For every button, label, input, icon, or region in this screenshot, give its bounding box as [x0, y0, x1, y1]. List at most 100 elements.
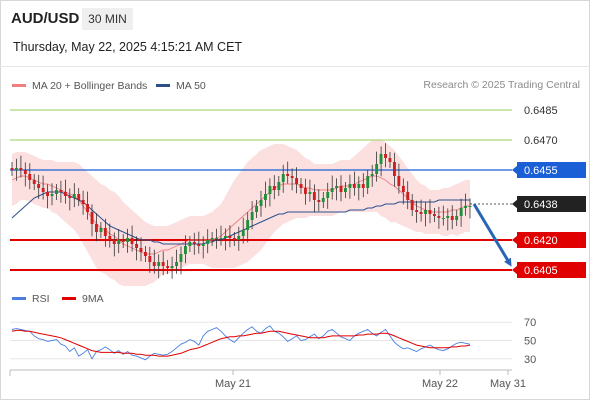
candle-body — [268, 186, 272, 194]
candle-body — [366, 176, 370, 188]
candle-body — [281, 174, 285, 182]
support-price-label: 0.6405 — [524, 265, 558, 277]
candle-body — [326, 192, 330, 198]
candle-body — [152, 262, 156, 266]
candle-body — [299, 184, 303, 188]
candle-body — [166, 266, 170, 268]
price-labels-layer: 0.6485 0.6470 0.6455 0.6438 0.6420 0.6405 — [512, 105, 586, 278]
candle-body — [201, 244, 205, 246]
rsi-tick-label: 70 — [524, 317, 536, 329]
candle-body — [401, 186, 405, 192]
candle-body — [210, 238, 214, 240]
candle-body — [352, 184, 356, 188]
candle-body — [95, 224, 98, 232]
candle-body — [86, 204, 89, 212]
candle-body — [286, 174, 290, 176]
rsi-line — [11, 325, 471, 361]
candle-body — [424, 210, 427, 214]
candle-body — [99, 228, 103, 232]
rsi-tick-label: 50 — [524, 336, 536, 348]
legend-rsi: RSI — [12, 292, 50, 306]
ma20-label: MA 20 + Bollinger Bands — [32, 80, 148, 92]
candle-body — [259, 200, 263, 206]
legend-9ma: 9MA — [62, 292, 104, 306]
candle-body — [339, 186, 343, 192]
candle-body — [37, 184, 41, 188]
rsi-swatch — [12, 296, 26, 300]
rsi-tick-label: 30 — [524, 354, 536, 366]
candle-body — [450, 216, 454, 220]
candle-body — [375, 164, 379, 174]
candle-body — [321, 198, 325, 202]
time-axis-label: May 31 — [490, 378, 526, 390]
bollinger-band-layer — [12, 140, 470, 286]
pivot-price-label: 0.6455 — [524, 165, 558, 177]
candle-body — [393, 162, 396, 176]
candle-body — [55, 190, 58, 194]
candle-body — [437, 216, 441, 218]
candle-body — [121, 240, 125, 242]
candle-body — [330, 188, 334, 192]
candle-body — [419, 212, 423, 214]
candle-body — [188, 242, 192, 246]
candle-body — [446, 216, 450, 218]
ma9-legend-label: 9MA — [82, 293, 104, 305]
candle-body — [428, 210, 432, 214]
candle-body — [317, 200, 321, 202]
candle-body — [161, 262, 165, 266]
candle-body — [237, 236, 241, 240]
candle-body — [433, 214, 436, 216]
candle-body — [192, 242, 196, 244]
candle-body — [126, 238, 130, 242]
candle-body — [384, 154, 387, 158]
candle-body — [15, 168, 18, 170]
candle-body — [308, 192, 312, 194]
candle-body — [130, 238, 134, 244]
candle-body — [184, 246, 187, 254]
candle-body — [81, 200, 85, 204]
candle-body — [117, 240, 121, 244]
time-axis-label: May 22 — [422, 378, 458, 390]
ma50-swatch — [156, 83, 170, 87]
candle-body — [72, 194, 76, 198]
candle-body — [379, 154, 383, 164]
candle-body — [59, 190, 63, 192]
target-price-label: 0.6485 — [524, 105, 558, 117]
candle-body — [464, 206, 467, 208]
symbol-title[interactable]: AUD/USD — [11, 10, 80, 27]
price-levels-layer — [10, 109, 512, 271]
candle-body — [68, 196, 72, 198]
time-axis: May 21 May 22 May 31 — [9, 369, 526, 390]
candle-body — [361, 184, 365, 188]
datetime-label: Thursday, May 22, 2025 4:15:21 AM CET — [13, 40, 243, 54]
last-label-pointer — [512, 199, 518, 209]
candle-body — [455, 216, 459, 220]
target-price-label: 0.6470 — [524, 135, 558, 147]
support-price-label: 0.6420 — [524, 235, 558, 247]
candle-body — [41, 188, 45, 192]
candle-body — [272, 186, 276, 190]
legend-ma20: MA 20 + Bollinger Bands — [12, 79, 147, 93]
support-label-box — [517, 262, 586, 278]
time-axis-label: May 21 — [215, 378, 251, 390]
candle-body — [312, 192, 316, 200]
timeframe-badge[interactable]: 30 MIN — [82, 8, 133, 30]
candle-body — [50, 194, 54, 196]
candle-body — [157, 262, 161, 266]
candle-body — [255, 206, 258, 212]
candle-body — [108, 236, 112, 240]
candle-body — [103, 228, 107, 236]
candle-body — [406, 192, 410, 200]
candle-body — [335, 186, 339, 188]
ma50-label: MA 50 — [176, 80, 206, 92]
candle-body — [175, 262, 178, 266]
candle-body — [250, 212, 254, 220]
support-label-pointer — [512, 235, 518, 245]
candle-body — [370, 174, 374, 176]
ma9-line — [11, 329, 471, 357]
legend-ma50: MA 50 — [156, 79, 206, 93]
candle-body — [348, 184, 352, 188]
candle-body — [215, 238, 218, 239]
candle-body — [246, 220, 250, 230]
